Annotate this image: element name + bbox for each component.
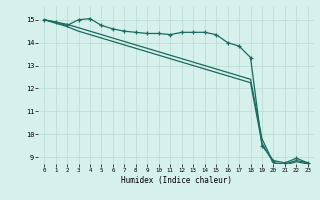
X-axis label: Humidex (Indice chaleur): Humidex (Indice chaleur) <box>121 176 231 185</box>
